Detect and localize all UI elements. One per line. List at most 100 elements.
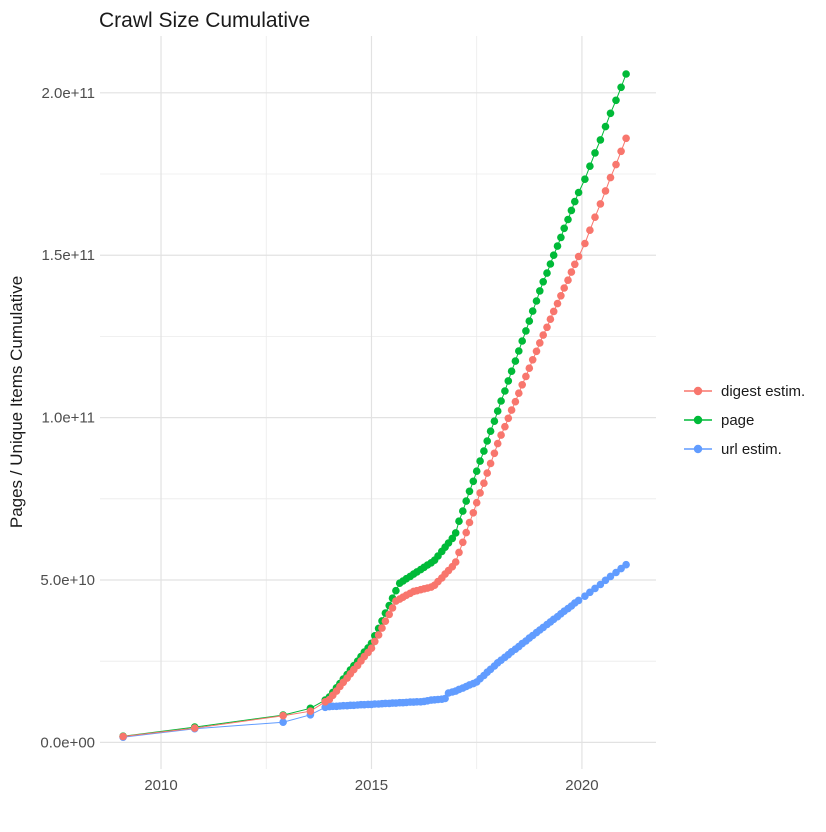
legend-label: page	[721, 411, 755, 429]
data-point	[455, 517, 463, 525]
legend-key-point	[693, 415, 703, 425]
data-point	[606, 109, 615, 118]
data-point	[586, 162, 594, 170]
data-point	[486, 459, 495, 468]
data-point	[367, 644, 376, 652]
data-point	[532, 347, 541, 356]
data-point	[465, 518, 474, 527]
data-point	[612, 96, 620, 105]
x-tick-label: 2010	[144, 777, 177, 794]
data-point	[539, 331, 547, 339]
data-point	[567, 268, 576, 276]
gridlines	[100, 36, 656, 769]
data-point	[525, 364, 534, 373]
data-point	[388, 604, 397, 612]
legend-key-point	[693, 386, 703, 396]
data-point	[560, 284, 568, 292]
data-point	[465, 487, 474, 496]
x-tick-label: 2015	[355, 777, 388, 794]
data-point	[549, 307, 558, 316]
series-line	[123, 564, 627, 738]
y-tick-label: 0.0e+00	[40, 734, 95, 751]
data-series	[119, 70, 630, 741]
data-point	[543, 323, 551, 332]
data-point	[515, 389, 523, 398]
data-point	[371, 637, 379, 646]
legend: digest estim. page url estim.	[683, 380, 805, 467]
data-point	[557, 233, 565, 242]
data-point	[571, 260, 579, 269]
data-point	[441, 694, 449, 703]
data-point	[374, 631, 383, 639]
data-point	[511, 397, 520, 406]
data-point	[279, 711, 287, 720]
y-axis-tick-labels: 0.0e+00 5.0e+10 1.0e+11 1.5e+11 2.0e+11	[40, 85, 95, 752]
data-point	[617, 147, 625, 156]
data-point	[546, 315, 555, 324]
data-point	[567, 206, 576, 215]
chart-title: Crawl Size Cumulative	[99, 9, 310, 32]
series-digest-estim-	[119, 134, 630, 741]
legend-item-url-estim-: url estim.	[683, 438, 805, 460]
data-point	[532, 297, 541, 305]
data-point	[528, 307, 537, 315]
data-point	[306, 707, 315, 715]
legend-key-point	[693, 444, 703, 454]
y-tick-label: 1.5e+11	[41, 247, 95, 264]
data-point	[501, 387, 509, 395]
x-axis-tick-labels: 2010 2015 2020	[144, 777, 598, 794]
legend-key-icon	[684, 444, 712, 454]
data-point	[601, 122, 610, 131]
data-point	[581, 239, 589, 248]
data-point	[392, 586, 400, 595]
data-point	[504, 414, 513, 423]
data-point	[381, 617, 390, 625]
data-point	[591, 149, 599, 157]
data-point	[518, 381, 526, 389]
data-point	[504, 377, 513, 385]
legend-label: url estim.	[721, 440, 782, 458]
data-point	[469, 509, 478, 517]
legend-key-icon	[684, 415, 712, 425]
data-point	[480, 479, 488, 488]
data-point	[469, 477, 478, 486]
data-point	[476, 489, 484, 497]
data-point	[511, 357, 520, 365]
data-point	[279, 718, 287, 726]
data-point	[564, 276, 572, 285]
data-point	[622, 560, 630, 569]
data-point	[486, 427, 495, 436]
data-point	[483, 437, 492, 445]
data-point	[455, 548, 463, 557]
data-point	[525, 317, 534, 325]
data-point	[596, 200, 605, 208]
data-point	[586, 226, 594, 234]
data-point	[546, 260, 555, 268]
data-point	[606, 173, 615, 182]
data-point	[462, 528, 471, 537]
data-point	[472, 467, 481, 476]
data-point	[451, 558, 460, 566]
series-url-estim-	[119, 560, 630, 741]
data-point	[490, 417, 499, 426]
data-point	[560, 224, 568, 233]
y-tick-label: 5.0e+10	[40, 572, 95, 589]
data-point	[522, 327, 530, 335]
y-axis-title: Pages / Unique Items Cumulative	[7, 276, 26, 528]
data-point	[459, 538, 467, 547]
data-point	[451, 529, 460, 537]
data-point	[549, 251, 558, 259]
y-tick-label: 2.0e+11	[41, 85, 95, 102]
data-point	[472, 498, 481, 507]
data-point	[574, 596, 583, 605]
data-point	[528, 356, 537, 364]
data-point	[483, 469, 492, 477]
legend-item-page: page	[683, 409, 805, 431]
data-point	[553, 242, 562, 250]
data-point	[497, 397, 505, 405]
data-point	[622, 134, 630, 143]
data-point	[507, 406, 516, 414]
data-point	[612, 160, 620, 169]
data-point	[536, 287, 544, 295]
